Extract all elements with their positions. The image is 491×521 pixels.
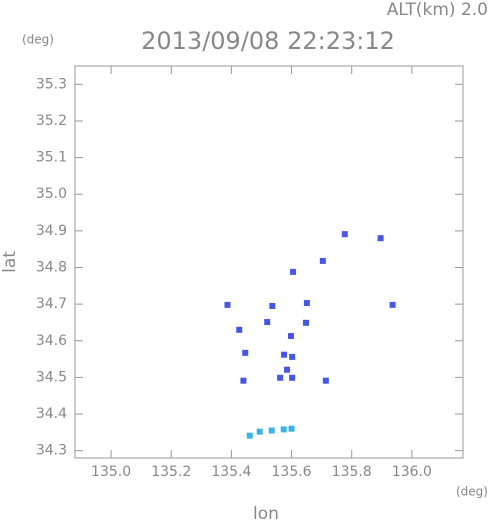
echo-point <box>224 301 231 308</box>
echo-point <box>269 302 276 309</box>
echo-point <box>322 377 329 384</box>
x-axis-label: lon <box>253 504 279 521</box>
y-tick-label: 34.7 <box>36 296 67 312</box>
echo-point <box>287 333 294 340</box>
y-unit: (deg) <box>22 33 54 47</box>
y-tick-label: 35.1 <box>36 150 67 166</box>
x-tick-label: 135.6 <box>272 464 312 480</box>
chart-title: 2013/09/08 22:23:12 <box>141 27 395 55</box>
y-tick-label: 35.2 <box>36 113 67 129</box>
echo-point <box>303 300 310 307</box>
echo-point <box>236 326 243 333</box>
echo-point <box>284 366 291 373</box>
y-tick-label: 35.3 <box>36 76 67 92</box>
echo-point <box>242 349 249 356</box>
echo-point <box>240 377 247 384</box>
x-tick-label: 136.0 <box>392 464 432 480</box>
y-tick-label: 34.5 <box>36 369 67 385</box>
plot-frame <box>74 65 464 459</box>
x-tick-label: 135.8 <box>332 464 372 480</box>
y-tick-label: 34.9 <box>36 223 67 239</box>
echo-point <box>264 319 271 326</box>
echo-point <box>289 353 296 360</box>
echo-point <box>341 231 348 238</box>
x-tick-label: 135.2 <box>151 464 191 480</box>
echo-point <box>246 432 253 439</box>
echo-point <box>389 301 396 308</box>
echo-point <box>289 374 296 381</box>
y-tick-label: 35.0 <box>36 186 67 202</box>
y-tick-label: 34.3 <box>36 443 67 459</box>
echo-point <box>302 319 309 326</box>
echo-point <box>290 268 297 275</box>
echo-point <box>377 235 384 242</box>
y-tick-label: 34.4 <box>36 406 67 422</box>
echo-point <box>277 374 284 381</box>
y-axis-label: lat <box>0 251 20 273</box>
y-tick-label: 34.8 <box>36 259 67 275</box>
echo-point <box>256 428 263 435</box>
echo-point <box>281 351 288 358</box>
echo-point <box>288 425 295 432</box>
altitude-label: ALT(km) 2.0 <box>387 0 488 20</box>
y-tick-label: 34.6 <box>36 333 67 349</box>
x-unit: (deg) <box>456 485 488 499</box>
echo-point <box>268 427 275 434</box>
x-tick-label: 135.0 <box>91 464 131 480</box>
x-tick-label: 135.4 <box>211 464 251 480</box>
echo-point <box>280 426 287 433</box>
echo-point <box>319 257 326 264</box>
